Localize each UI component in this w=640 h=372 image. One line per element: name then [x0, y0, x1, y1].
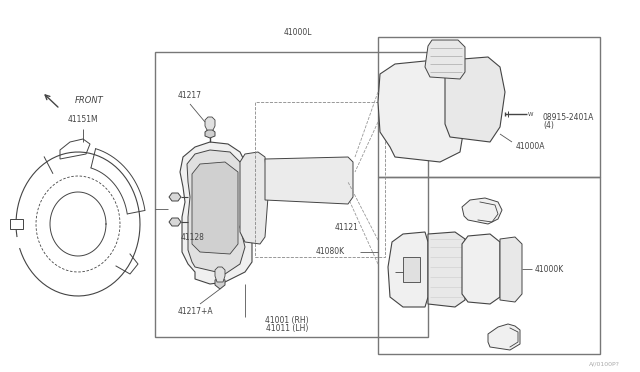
Text: 41001 (RH): 41001 (RH)	[265, 315, 309, 324]
Polygon shape	[462, 234, 500, 304]
Circle shape	[479, 264, 489, 274]
Polygon shape	[265, 157, 353, 204]
Polygon shape	[403, 257, 420, 282]
Ellipse shape	[298, 161, 318, 199]
Text: 41000A: 41000A	[516, 141, 545, 151]
Polygon shape	[425, 40, 465, 79]
Text: W: W	[528, 112, 534, 116]
Polygon shape	[500, 237, 522, 302]
Polygon shape	[180, 142, 252, 284]
Text: 41000L: 41000L	[284, 28, 312, 36]
Ellipse shape	[270, 161, 290, 199]
Ellipse shape	[328, 170, 337, 190]
Text: FRONT: FRONT	[75, 96, 104, 105]
Ellipse shape	[322, 161, 342, 199]
Text: 41151M: 41151M	[68, 115, 99, 124]
Polygon shape	[240, 152, 268, 244]
Polygon shape	[169, 218, 181, 226]
Text: 41011 (LH): 41011 (LH)	[266, 324, 308, 334]
Polygon shape	[428, 232, 465, 307]
Circle shape	[474, 259, 494, 279]
Polygon shape	[187, 150, 245, 274]
Bar	[255, 102, 385, 257]
Polygon shape	[378, 60, 465, 162]
Polygon shape	[388, 232, 428, 307]
Text: 08915-2401A: 08915-2401A	[543, 112, 595, 122]
Bar	[378, 37, 600, 177]
Polygon shape	[488, 324, 520, 350]
Polygon shape	[205, 128, 215, 138]
Polygon shape	[462, 198, 502, 224]
Text: A//0100P?: A//0100P?	[589, 362, 620, 366]
Circle shape	[525, 108, 537, 120]
Text: 41121: 41121	[335, 222, 359, 231]
Polygon shape	[215, 267, 225, 282]
Polygon shape	[10, 219, 23, 229]
Polygon shape	[169, 193, 181, 201]
Polygon shape	[192, 162, 238, 254]
Text: 41080K: 41080K	[316, 247, 345, 257]
Text: 41000K: 41000K	[535, 264, 564, 273]
Ellipse shape	[399, 83, 431, 138]
Text: 41217: 41217	[178, 90, 202, 99]
Text: 41217+A: 41217+A	[177, 308, 213, 317]
Ellipse shape	[403, 89, 427, 131]
Polygon shape	[445, 57, 505, 142]
Text: 41128: 41128	[181, 232, 205, 241]
Ellipse shape	[275, 170, 285, 190]
Ellipse shape	[273, 166, 287, 194]
Ellipse shape	[406, 94, 424, 126]
Bar	[378, 177, 600, 354]
Ellipse shape	[325, 166, 339, 194]
Polygon shape	[215, 278, 225, 289]
Polygon shape	[205, 117, 215, 130]
Bar	[155, 52, 428, 337]
Ellipse shape	[301, 166, 315, 194]
Ellipse shape	[303, 170, 312, 190]
Text: (4): (4)	[543, 121, 554, 129]
